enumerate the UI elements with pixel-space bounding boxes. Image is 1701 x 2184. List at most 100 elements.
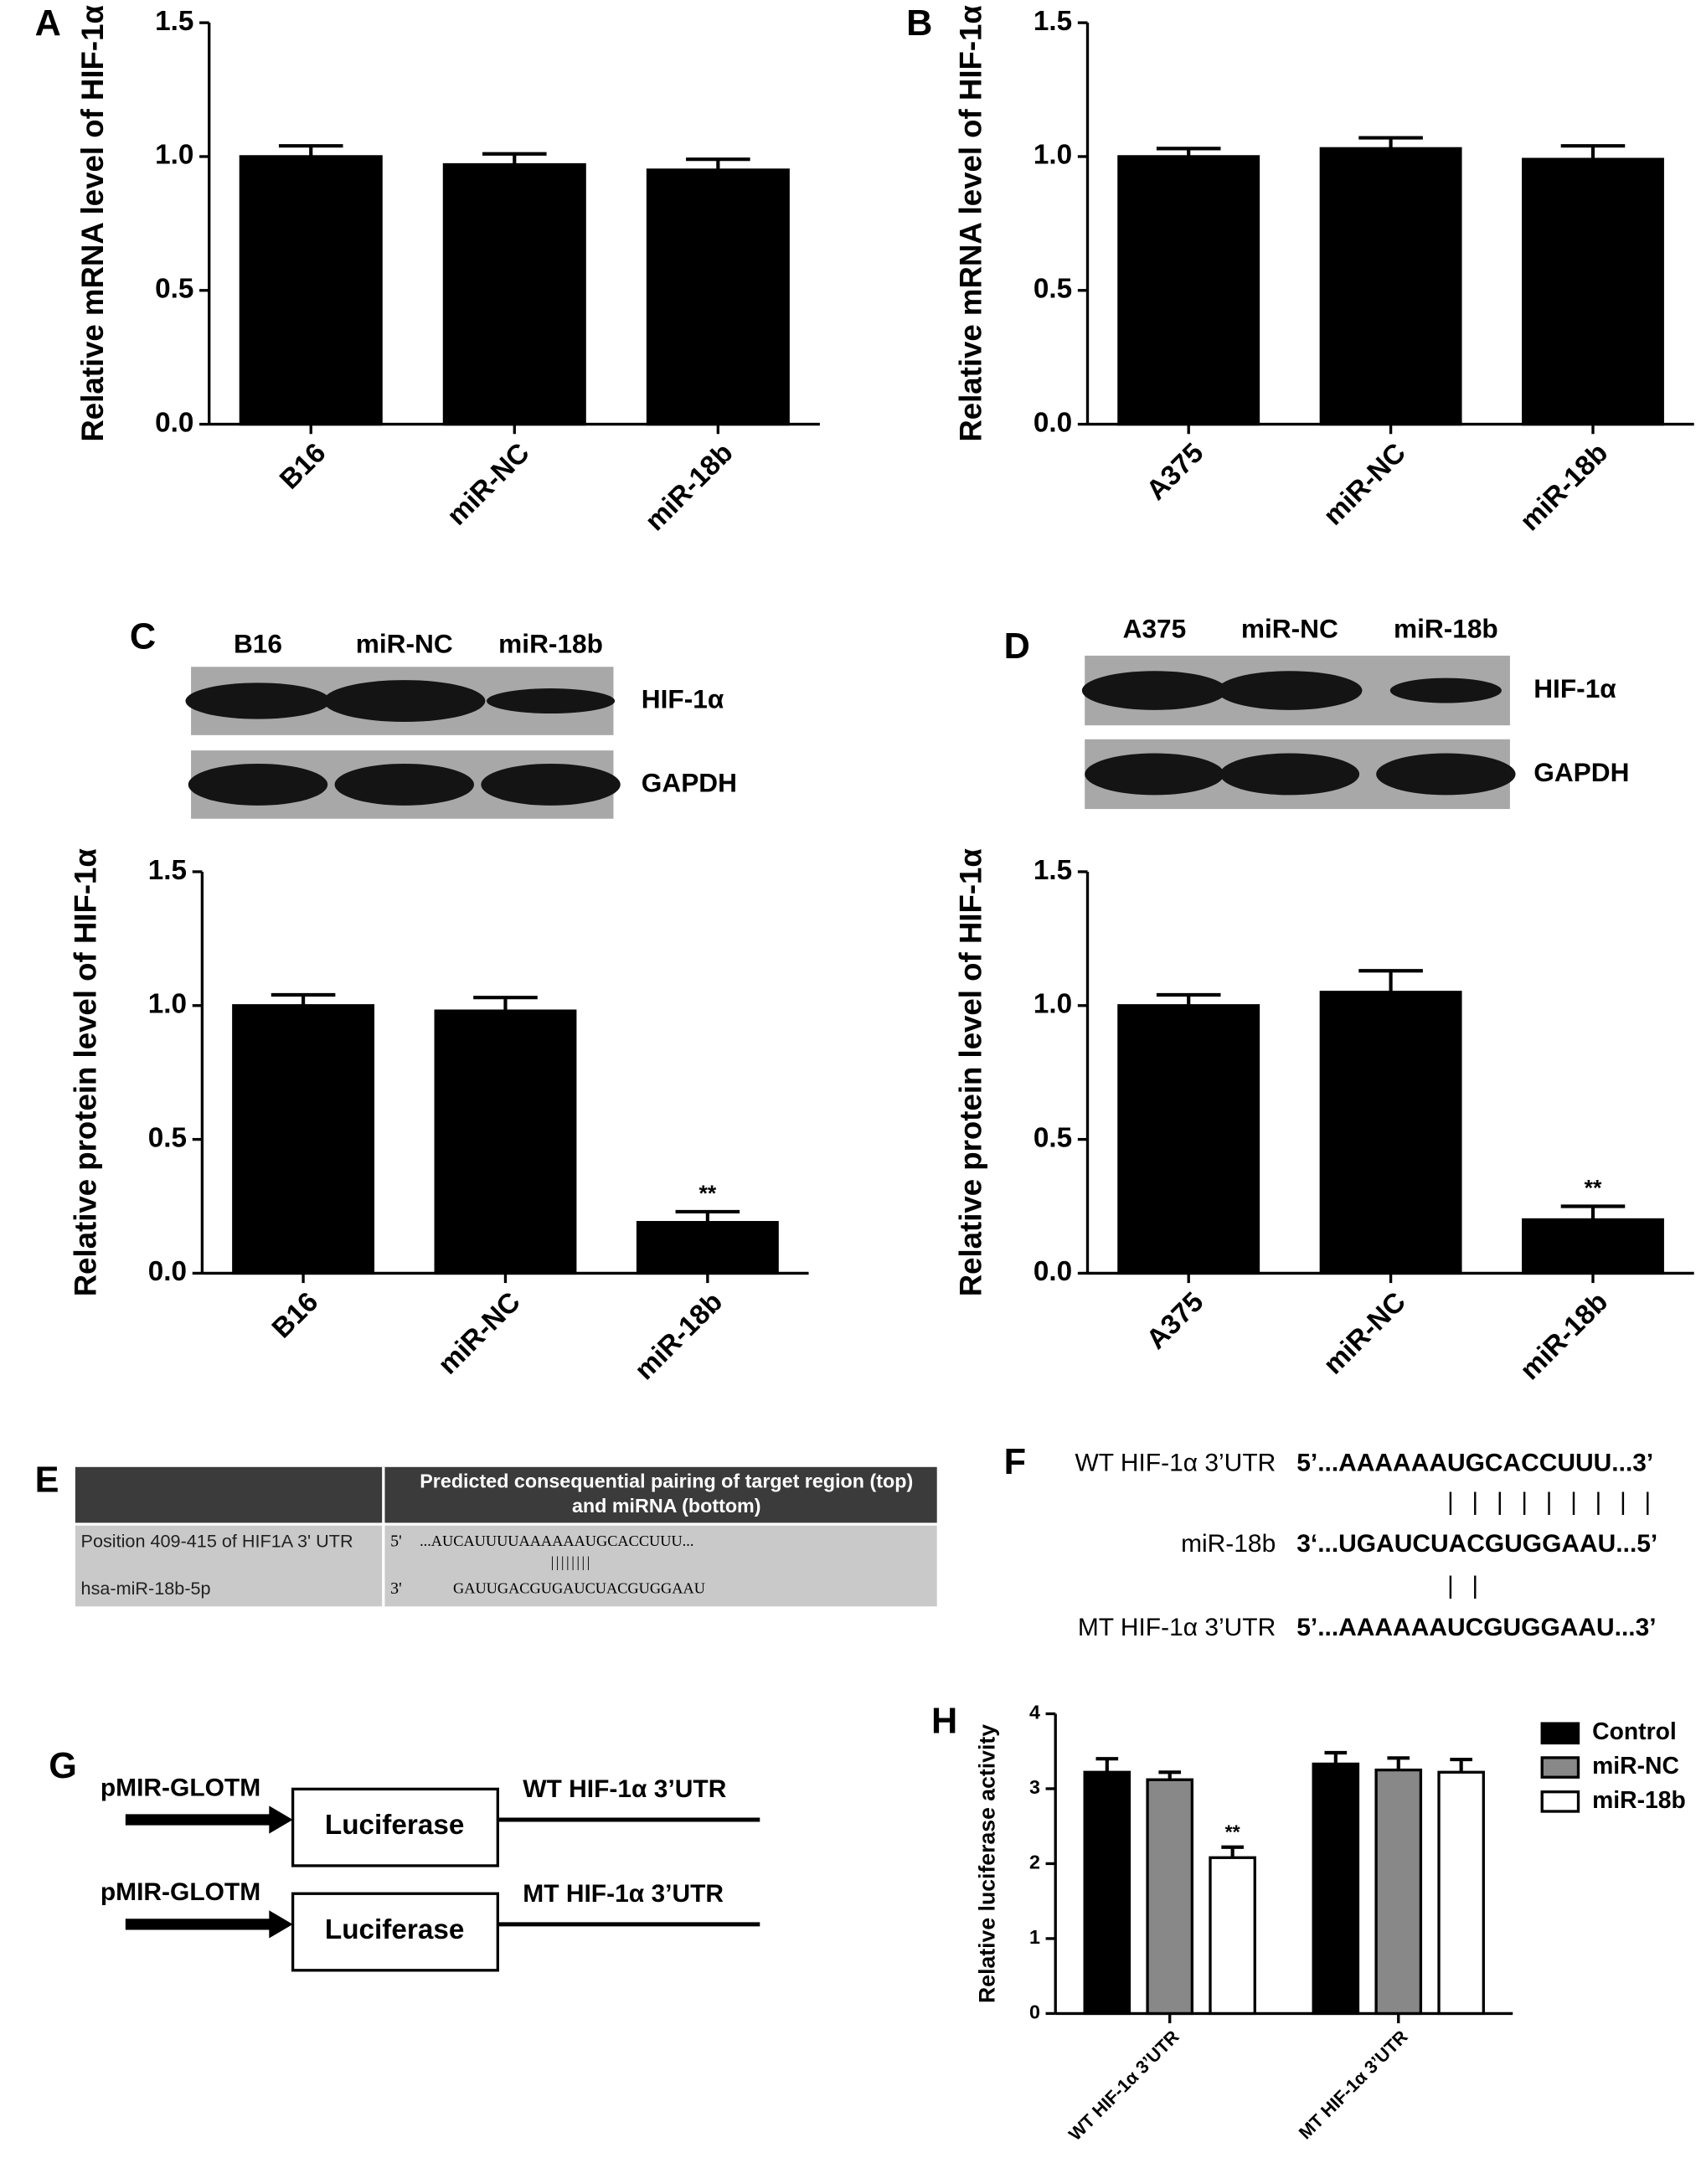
y-tick-label: 1.0 (1033, 140, 1072, 171)
blot-band (486, 688, 616, 714)
error-bar (686, 157, 750, 170)
x-tick-label: A375 (1141, 1286, 1209, 1355)
y-tick-label: 1.5 (1033, 855, 1072, 886)
x-tick-label: miR-18b (629, 1286, 729, 1386)
bar (434, 1009, 577, 1275)
y-axis-label: Relative protein level of HIF-1α (69, 848, 103, 1297)
utr-label: MT HIF-1α 3’UTR (523, 1880, 724, 1908)
blot-band (1219, 753, 1360, 796)
protein-label: GAPDH (642, 767, 737, 797)
bar (1117, 1004, 1260, 1275)
bar (1146, 1778, 1194, 2016)
y-tick-label: 1.5 (148, 855, 187, 886)
sequence-name: MT HIF-1α 3’UTR (1078, 1614, 1276, 1641)
sequence: 5’...AAAAAAUCGUGGAAU...3’ (1296, 1614, 1656, 1641)
y-tick-label: 0.5 (1033, 274, 1072, 305)
y-tick-label: 0.5 (1033, 1122, 1072, 1153)
panel-label: H (931, 1702, 957, 1742)
x-tick-label: miR-NC (441, 437, 535, 531)
y-tick-label: 0.0 (1033, 407, 1072, 438)
table-cell: hsa-miR-18b-5p (81, 1578, 211, 1599)
x-tick-label: miR-NC (432, 1286, 526, 1380)
table-cell: |||||||| (551, 1553, 592, 1570)
sequence: | | | | | | | | | (1447, 1488, 1657, 1516)
error-bar (1156, 992, 1221, 1006)
table-cell: Position 409-415 of HIF1A 3' UTR (81, 1530, 353, 1551)
bar (646, 168, 790, 426)
annotation: ** (698, 1181, 716, 1206)
error-bar (1450, 1757, 1472, 1773)
gene-box (291, 1787, 499, 1867)
legend-swatch (1540, 1722, 1580, 1745)
panel-label: C (130, 616, 156, 657)
lane-label: miR-NC (1241, 613, 1338, 643)
blot-band (1081, 671, 1227, 710)
bar (1117, 155, 1260, 426)
blot-band (1085, 753, 1224, 796)
error-bar (1156, 147, 1221, 157)
vector-label: pMIR-GLOTM (101, 1774, 260, 1801)
x-tick-label: B16 (266, 1286, 324, 1344)
x-tick-label: miR-NC (1317, 437, 1411, 531)
annotation: ** (1225, 1821, 1241, 1842)
blot-band (1376, 753, 1516, 796)
x-tick-label: WT HIF-1α 3’UTR (1064, 2026, 1183, 2145)
y-tick-label: 1.5 (1033, 6, 1072, 37)
y-tick-label: 1.0 (155, 140, 193, 171)
error-bar (1095, 1757, 1119, 1773)
legend-label: Control (1592, 1718, 1677, 1744)
sequence: 5’...AAAAAAUGCACCUUU...3’ (1296, 1449, 1653, 1476)
bar (442, 162, 586, 426)
x-tick-label: miR-18b (1514, 437, 1614, 537)
annotation: ** (1585, 1176, 1602, 1201)
lane-label: A375 (1123, 613, 1187, 643)
y-tick-label: 1.0 (1033, 989, 1072, 1020)
x-tick-label: miR-NC (1317, 1286, 1411, 1380)
bar (1319, 147, 1462, 426)
y-tick-label: 1.5 (155, 6, 193, 37)
gene-label: Luciferase (325, 1810, 465, 1841)
panel-label: G (49, 1746, 77, 1786)
y-tick-label: 1 (1029, 1926, 1040, 1948)
table-cell: ...AUCAUUUUAAAAAAUGCACCUUU... (420, 1532, 693, 1549)
x-tick-label: miR-18b (1514, 1286, 1614, 1386)
x-tick-label: A375 (1141, 437, 1209, 506)
error-bar (1158, 1770, 1182, 1780)
error-bar (1358, 969, 1423, 992)
y-tick-label: 0.5 (155, 274, 193, 305)
error-bar (1560, 1204, 1626, 1220)
gene-label: Luciferase (325, 1914, 465, 1945)
sequence-name: miR-18b (1181, 1530, 1276, 1558)
bar (232, 1004, 375, 1275)
legend-label: miR-18b (1592, 1786, 1686, 1813)
blot-band (188, 763, 328, 806)
legend-swatch (1540, 1790, 1580, 1813)
lane-label: miR-18b (498, 629, 603, 659)
bar (1083, 1770, 1131, 2016)
y-axis-label: Relative mRNA level of HIF-1α (75, 5, 110, 442)
x-tick-label: miR-18b (640, 437, 740, 537)
table-cell: GAUUGACGUGAUCUACGUGGAAU (453, 1580, 705, 1597)
blot-band (1389, 677, 1502, 703)
y-axis-label: Relative mRNA level of HIF-1α (954, 5, 988, 442)
error-bar (473, 996, 538, 1012)
bar (1209, 1856, 1256, 2016)
bar (1319, 991, 1462, 1275)
y-tick-label: 0.0 (1033, 1256, 1072, 1287)
y-axis-label: Relative protein level of HIF-1α (954, 848, 988, 1297)
error-bar (1221, 1845, 1244, 1858)
table-header (75, 1466, 937, 1523)
error-bar (675, 1209, 740, 1223)
arrow-head (269, 1910, 293, 1939)
bar (636, 1221, 779, 1275)
lane-label: miR-18b (1394, 613, 1498, 643)
table-cell: 3' (390, 1579, 402, 1598)
y-tick-label: 2 (1029, 1852, 1040, 1873)
panel-label: D (1004, 626, 1030, 667)
blot-band (334, 763, 475, 806)
legend-swatch (1540, 1756, 1580, 1779)
error-bar (1387, 1756, 1410, 1770)
error-bar (1358, 136, 1423, 149)
protein-label: GAPDH (1533, 757, 1629, 787)
y-tick-label: 0.5 (148, 1122, 187, 1153)
